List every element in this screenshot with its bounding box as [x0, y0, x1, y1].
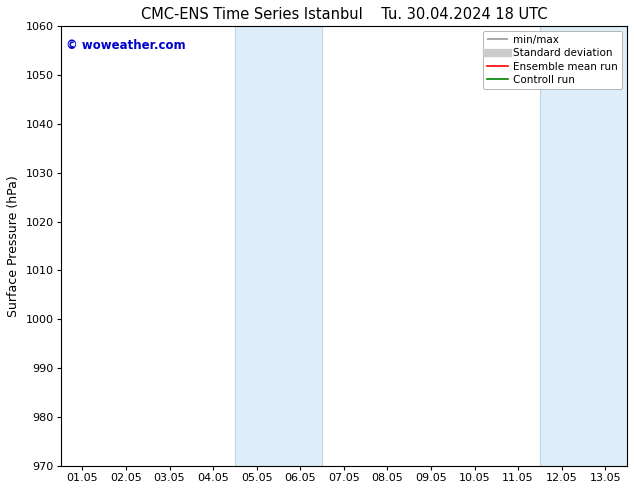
Y-axis label: Surface Pressure (hPa): Surface Pressure (hPa): [7, 175, 20, 317]
Title: CMC-ENS Time Series Istanbul    Tu. 30.04.2024 18 UTC: CMC-ENS Time Series Istanbul Tu. 30.04.2…: [141, 7, 547, 22]
Legend: min/max, Standard deviation, Ensemble mean run, Controll run: min/max, Standard deviation, Ensemble me…: [482, 31, 622, 89]
Bar: [235, 26, 322, 466]
Bar: [540, 26, 627, 466]
Text: © woweather.com: © woweather.com: [66, 39, 186, 52]
